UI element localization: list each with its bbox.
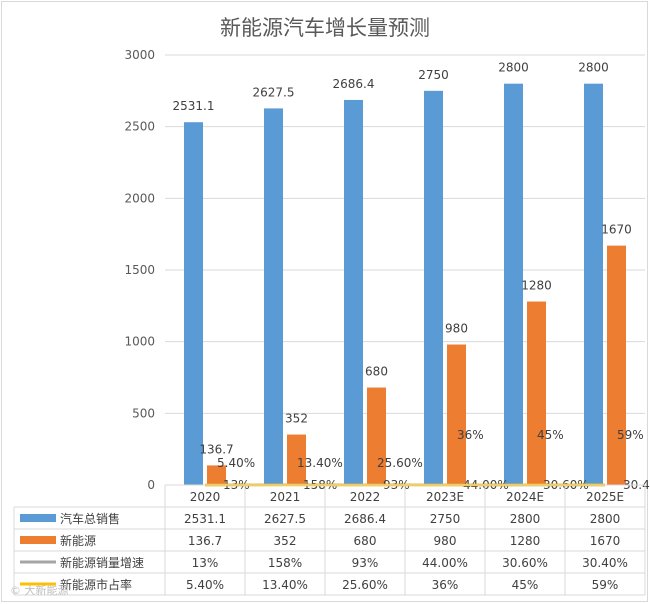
table-cell-0-4: 2800 <box>510 512 541 526</box>
table-cell-0-1: 2627.5 <box>264 512 306 526</box>
table-cell-3-2: 25.60% <box>342 578 388 592</box>
y-tick-label-0: 0 <box>147 478 155 492</box>
y-tick-label-6: 3000 <box>124 48 155 62</box>
table-cell-3-1: 13.40% <box>262 578 308 592</box>
table-cell-1-1: 352 <box>274 534 297 548</box>
bar-0-3 <box>424 90 443 485</box>
y-tick-label-4: 2000 <box>124 191 155 205</box>
table-cell-3-5: 59% <box>592 578 619 592</box>
x-tick-label-1: 2021 <box>270 490 301 504</box>
x-tick-label-4: 2024E <box>506 490 544 504</box>
data-label-0-5: 2800 <box>578 61 609 75</box>
bar-0-1 <box>264 108 283 486</box>
table-cell-0-5: 2800 <box>590 512 621 526</box>
table-cell-2-3: 44.00% <box>422 556 468 570</box>
line-label-1-0: 5.40% <box>217 456 255 470</box>
table-cell-2-4: 30.60% <box>502 556 548 570</box>
data-label-0-2: 2686.4 <box>333 77 375 91</box>
data-label-1-1: 352 <box>285 412 308 426</box>
data-label-1-0: 136.7 <box>199 442 233 456</box>
y-tick-label-2: 1000 <box>124 335 155 349</box>
x-tick-label-0: 2020 <box>190 490 221 504</box>
y-tick-label-3: 1500 <box>124 263 155 277</box>
legend-label-3: 新能源市占率 <box>60 577 132 592</box>
table-cell-1-2: 680 <box>354 534 377 548</box>
x-tick-label-5: 2025E <box>586 490 624 504</box>
data-label-1-4: 1280 <box>521 279 552 293</box>
line-label-1-3: 36% <box>457 428 484 442</box>
x-tick-label-3: 2023E <box>426 490 464 504</box>
data-label-0-3: 2750 <box>418 68 449 82</box>
bar-0-5 <box>584 83 603 486</box>
legend-swatch-0 <box>20 514 56 522</box>
table-cell-3-3: 36% <box>432 578 459 592</box>
chart-title: 新能源汽车增长量预测 <box>220 16 430 40</box>
table-cell-0-3: 2750 <box>430 512 461 526</box>
y-tick-label-1: 500 <box>132 406 155 420</box>
line-label-1-4: 45% <box>537 428 564 442</box>
data-label-0-1: 2627.5 <box>253 85 295 99</box>
table-cell-0-0: 2531.1 <box>184 512 226 526</box>
line-label-1-5: 59% <box>617 428 644 442</box>
bar-1-2 <box>367 387 386 485</box>
table-cell-3-4: 45% <box>512 578 539 592</box>
table-cell-1-0: 136.7 <box>188 534 222 548</box>
table-cell-2-0: 13% <box>192 556 219 570</box>
table-cell-1-5: 1670 <box>590 534 621 548</box>
table-cell-1-3: 980 <box>434 534 457 548</box>
legend-label-2: 新能源销量增速 <box>60 555 144 570</box>
legend-label-1: 新能源 <box>60 533 96 548</box>
bar-0-4 <box>504 83 523 486</box>
legend-label-0: 汽车总销售 <box>60 511 120 526</box>
bar-0-2 <box>344 99 363 485</box>
bar-1-5 <box>607 245 626 485</box>
data-label-1-2: 680 <box>365 365 388 379</box>
table-cell-1-4: 1280 <box>510 534 541 548</box>
data-label-1-5: 1670 <box>601 223 632 237</box>
table-cell-3-0: 5.40% <box>186 578 224 592</box>
line-label-1-1: 13.40% <box>297 456 343 470</box>
data-label-0-4: 2800 <box>498 61 529 75</box>
bar-0-0 <box>184 122 203 486</box>
x-tick-label-2: 2022 <box>350 490 381 504</box>
bar-1-0 <box>207 465 226 485</box>
table-cell-2-5: 30.40% <box>582 556 628 570</box>
data-label-0-0: 2531.1 <box>173 99 215 113</box>
watermark: © 大新能源 <box>10 584 69 597</box>
bar-1-3 <box>447 344 466 485</box>
y-tick-label-5: 2500 <box>124 120 155 134</box>
bar-1-1 <box>287 434 306 485</box>
legend-swatch-1 <box>20 536 56 544</box>
line-label-1-2: 25.60% <box>377 456 423 470</box>
table-cell-2-1: 158% <box>268 556 302 570</box>
table-cell-2-2: 93% <box>352 556 379 570</box>
data-label-1-3: 980 <box>445 322 468 336</box>
bar-1-4 <box>527 301 546 485</box>
table-cell-0-2: 2686.4 <box>344 512 386 526</box>
